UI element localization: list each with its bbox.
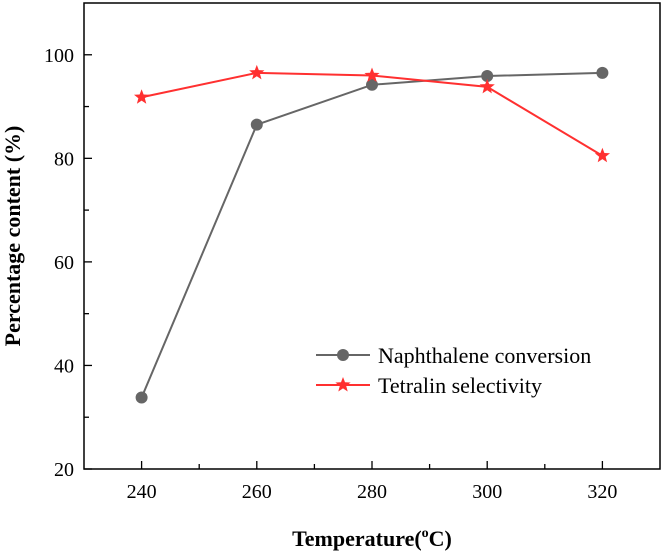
data-point-naphthalene (250, 118, 263, 131)
data-point-tetralin (364, 67, 380, 82)
data-point-naphthalene (135, 391, 148, 404)
data-point-naphthalene (481, 70, 494, 83)
y-tick-label: 100 (44, 45, 74, 67)
data-point-naphthalene (366, 78, 378, 91)
x-tick-labels: 240 260 280 300 320 (127, 481, 618, 503)
series-layer (133, 64, 611, 404)
legend-marker-naphthalene (337, 349, 349, 361)
axis-ticks (84, 54, 604, 470)
x-axis-title: Temperature(oC) (292, 526, 452, 551)
legend-label-tetralin: Tetralin selectivity (378, 373, 542, 398)
x-tick-label: 260 (242, 481, 272, 503)
data-point-tetralin (479, 78, 495, 94)
x-tick-label: 320 (587, 481, 617, 503)
y-axis-title: Percentage content (%) (0, 126, 25, 347)
y-tick-label: 20 (54, 459, 74, 481)
y-tick-labels: 20 40 60 80 100 (44, 45, 74, 481)
x-tick-label: 240 (127, 481, 157, 503)
y-tick-label: 40 (54, 355, 74, 377)
data-point-tetralin (133, 89, 150, 104)
x-tick-label: 300 (472, 481, 502, 503)
y-tick-label: 60 (54, 252, 74, 274)
data-point-tetralin (594, 147, 611, 163)
x-tick-label: 280 (357, 481, 387, 503)
legend-label-naphthalene: Naphthalene conversion (378, 343, 591, 368)
legend: Naphthalene conversion Tetralin selectiv… (316, 343, 591, 398)
legend-marker-tetralin (335, 377, 351, 392)
y-tick-label: 80 (54, 148, 74, 170)
data-point-naphthalene (596, 66, 609, 79)
data-point-tetralin (249, 64, 265, 80)
